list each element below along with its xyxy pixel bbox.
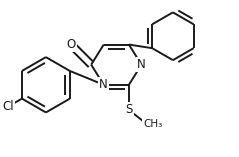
Text: CH₃: CH₃ xyxy=(143,119,163,129)
Text: S: S xyxy=(125,103,133,116)
Text: Cl: Cl xyxy=(2,100,14,113)
Text: N: N xyxy=(137,58,146,71)
Text: N: N xyxy=(99,78,108,91)
Text: O: O xyxy=(66,38,76,51)
